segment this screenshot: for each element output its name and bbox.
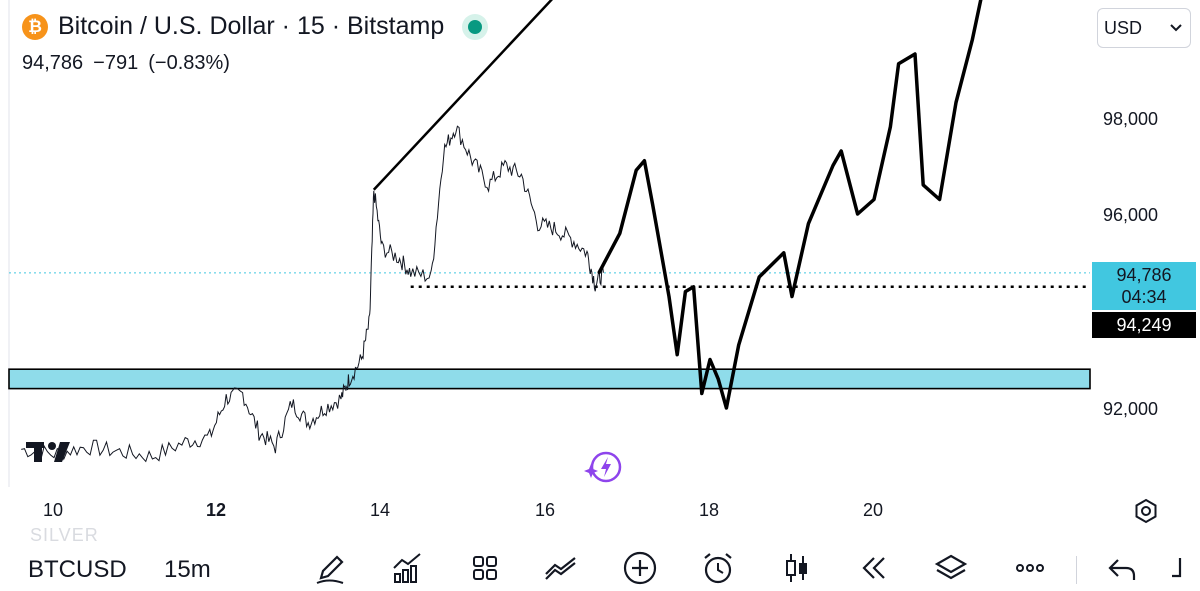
current-price-value: 94,786 — [1116, 265, 1172, 285]
toolbar-divider — [1076, 556, 1077, 584]
horizontal-line-price-tag[interactable]: 94,249 — [1092, 312, 1196, 338]
compare-icon[interactable] — [543, 550, 579, 586]
watermark-text: SILVER — [30, 525, 99, 545]
more-icon[interactable] — [1012, 550, 1048, 586]
interval-button[interactable]: 15m — [164, 556, 211, 583]
price-axis-label: 92,000 — [1103, 399, 1159, 419]
resistance-trendline — [372, 0, 553, 191]
price-axis-label: 96,000 — [1103, 205, 1159, 225]
replay-icon[interactable] — [856, 550, 892, 586]
add-circle-icon[interactable] — [622, 550, 658, 586]
time-axis-label: 14 — [370, 500, 391, 520]
layers-icon[interactable] — [933, 550, 969, 586]
undo-icon[interactable] — [1104, 550, 1140, 586]
currency-select[interactable]: USD — [1097, 8, 1191, 48]
chart-settings-icon[interactable] — [1133, 498, 1159, 524]
chevron-down-icon — [1170, 24, 1182, 32]
alarm-icon[interactable] — [700, 550, 736, 586]
symbol-header: ₿ Bitcoin / U.S. Dollar · 15 · Bitstamp — [22, 12, 489, 41]
bar-countdown: 04:34 — [1121, 287, 1167, 307]
redo-icon[interactable] — [1168, 550, 1200, 586]
current-price-tag: 94,786 04:34 — [1092, 262, 1196, 310]
time-axis-label: 18 — [699, 500, 720, 520]
indicators-icon[interactable] — [390, 550, 426, 586]
time-axis-label: 20 — [863, 500, 884, 520]
layout-grid-icon[interactable] — [467, 550, 503, 586]
price-change-percent: (−0.83%) — [148, 52, 230, 74]
price-axis-label: 98,000 — [1103, 109, 1159, 129]
symbol-title[interactable]: Bitcoin / U.S. Dollar · 15 · Bitstamp — [58, 12, 445, 40]
currency-value: USD — [1104, 17, 1143, 38]
market-open-icon[interactable] — [462, 13, 489, 40]
drawn-projection-path — [597, 0, 983, 410]
support-zone-rect — [8, 368, 1091, 390]
last-price: 94,786 — [22, 52, 84, 74]
symbol-button[interactable]: BTCUSD — [28, 556, 127, 583]
candles-icon[interactable] — [779, 550, 815, 586]
time-axis-label: 16 — [535, 500, 556, 520]
price-change: −791 — [93, 52, 139, 74]
bitcoin-icon: ₿ — [22, 13, 48, 40]
tradingview-logo — [26, 440, 78, 469]
quote-line: 94,786 −791 (−0.83%) — [22, 52, 240, 75]
time-axis-label: 12 — [206, 500, 227, 520]
price-line-series — [21, 125, 604, 463]
flash-icon[interactable] — [583, 449, 623, 485]
time-axis-label: 10 — [43, 500, 64, 520]
drawing-pen-icon[interactable] — [313, 550, 349, 586]
